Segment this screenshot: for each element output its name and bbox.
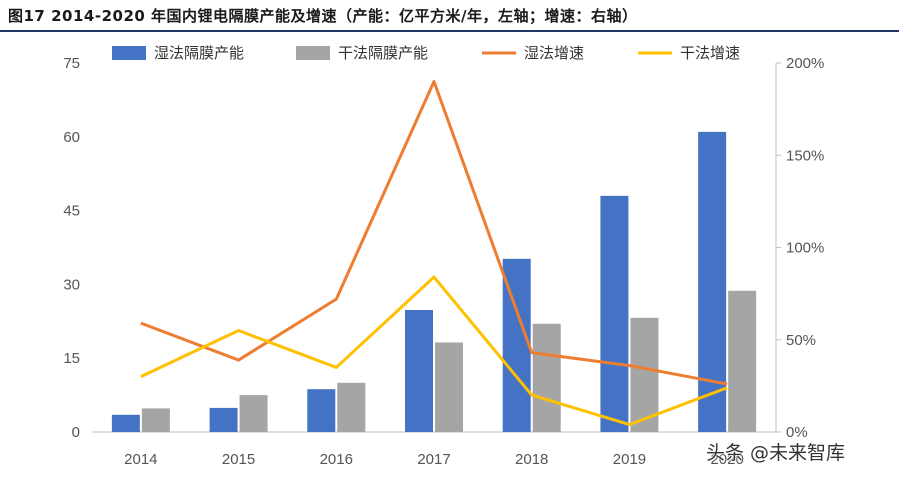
right-axis-tick-label: 0%	[786, 424, 808, 441]
figure-title: 图17 2014-2020 年国内锂电隔膜产能及增速（产能：亿平方米/年，左轴；…	[8, 7, 638, 25]
x-axis-tick-label: 2014	[124, 451, 157, 468]
right-axis-tick-label: 100%	[786, 240, 824, 257]
x-axis-tick-label: 2016	[320, 451, 353, 468]
dry-capacity-bar	[141, 408, 170, 432]
wet-capacity-bar	[698, 131, 727, 432]
right-axis-tick-label: 200%	[786, 55, 824, 72]
dry-capacity-bar	[728, 290, 757, 432]
lines	[140, 79, 728, 427]
x-axis-tick-label: 2017	[417, 451, 450, 468]
dry-capacity-bar	[435, 342, 463, 432]
wet-capacity-legend-label: 湿法隔膜产能	[154, 45, 244, 62]
watermark: 头条 @未来智库	[706, 442, 846, 464]
wet-growth-line	[140, 79, 728, 386]
dry-capacity-legend-label: 干法隔膜产能	[338, 45, 428, 62]
x-axis-tick-label: 2018	[515, 451, 548, 468]
wet-growth-legend-label: 湿法增速	[524, 45, 584, 62]
wet-capacity-legend-swatch	[112, 46, 146, 60]
axes: 0 15 30 45 60 75 0% 50% 100% 150% 200% 2014 2015 2016…	[63, 55, 824, 468]
dry-capacity-bar	[239, 395, 268, 432]
wet-capacity-bar	[405, 309, 433, 432]
x-axis-tick-label: 2015	[222, 451, 255, 468]
title-divider	[0, 30, 899, 32]
right-axis-tick-label: 50%	[786, 332, 816, 349]
left-axis-tick-label: 75	[63, 55, 80, 72]
legend: 湿法隔膜产能 干法隔膜产能 湿法增速 干法增速	[112, 45, 740, 62]
dry-growth-line	[140, 275, 728, 427]
left-axis-tick-label: 0	[72, 424, 80, 441]
wet-capacity-bar	[209, 407, 238, 432]
dry-capacity-bar	[630, 317, 659, 432]
left-axis-tick-label: 60	[63, 129, 80, 146]
dry-growth-legend-label: 干法增速	[680, 45, 740, 62]
left-axis-tick-label: 45	[63, 203, 80, 220]
dry-capacity-bar	[532, 323, 561, 432]
right-axis-tick-label: 150%	[786, 147, 824, 164]
dry-capacity-legend-swatch	[296, 46, 330, 60]
wet-capacity-bar	[307, 389, 336, 432]
dry-capacity-bar	[337, 382, 366, 432]
left-axis-tick-label: 15	[63, 350, 80, 367]
left-axis-tick-label: 30	[63, 276, 80, 293]
bars	[111, 131, 757, 432]
x-axis-tick-label: 2019	[613, 451, 646, 468]
wet-capacity-bar	[111, 414, 140, 432]
x-axis-tick-label: 2020	[710, 451, 743, 468]
wet-capacity-bar	[600, 195, 629, 432]
